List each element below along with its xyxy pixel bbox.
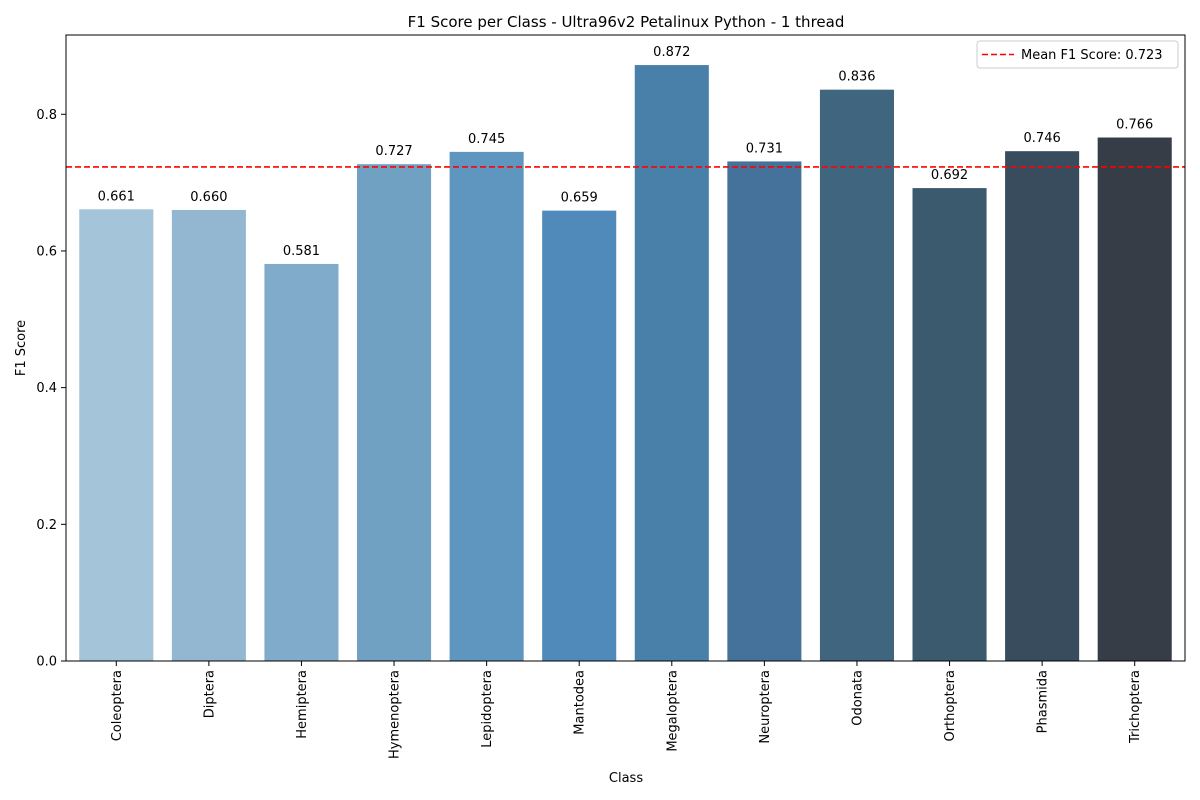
- x-tick-label-lepidoptera: Lepidoptera: [480, 670, 495, 748]
- x-tick-label-neuroptera: Neuroptera: [758, 670, 773, 744]
- plot-frame: [65, 34, 1186, 662]
- y-tick-label-4: 0.8: [36, 108, 57, 123]
- value-label-hemiptera: 0.581: [283, 244, 320, 259]
- value-label-diptera: 0.660: [190, 190, 227, 205]
- y-tick-label-1: 0.2: [36, 518, 57, 533]
- y-tick-label-2: 0.4: [36, 381, 57, 396]
- legend-mean-label: Mean F1 Score: 0.723: [1021, 48, 1163, 63]
- value-label-coleoptera: 0.661: [98, 189, 135, 204]
- x-tick-label-hemiptera: Hemiptera: [295, 670, 310, 739]
- bar-diptera: [171, 209, 246, 661]
- value-label-hymenoptera: 0.727: [375, 144, 412, 159]
- x-tick-label-mantodea: Mantodea: [573, 670, 588, 735]
- x-tick-label-hymenoptera: Hymenoptera: [388, 670, 403, 759]
- y-tick-label-3: 0.6: [36, 244, 57, 259]
- bar-odonata: [819, 89, 894, 661]
- value-label-mantodea: 0.659: [561, 191, 598, 206]
- bar-neuroptera: [727, 161, 802, 662]
- bar-hemiptera: [264, 263, 339, 661]
- y-axis: 0.0 0.2 0.4 0.6 0.8: [36, 108, 66, 670]
- value-label-trichoptera: 0.766: [1116, 118, 1153, 133]
- x-tick-label-trichoptera: Trichoptera: [1128, 670, 1143, 744]
- x-axis: Coleoptera Diptera Hemiptera Hymenoptera Lep…: [110, 661, 1143, 759]
- bar-coleoptera: [79, 209, 154, 661]
- x-tick-label-megaloptera: Megaloptera: [665, 670, 680, 752]
- legend-box: [976, 40, 1179, 69]
- chart-title: F1 Score per Class - Ultra96v2 Petalinux…: [408, 13, 845, 31]
- bar-orthoptera: [912, 188, 987, 662]
- bar-trichoptera: [1097, 137, 1172, 661]
- value-label-megaloptera: 0.872: [653, 45, 690, 60]
- y-tick-label-0: 0.0: [36, 655, 57, 670]
- bar-hymenoptera: [357, 164, 432, 661]
- bar-mantodea: [542, 210, 617, 661]
- bar-lepidoptera: [449, 151, 524, 662]
- value-label-orthoptera: 0.692: [931, 168, 968, 183]
- x-tick-label-odonata: Odonata: [850, 670, 865, 726]
- value-label-odonata: 0.836: [838, 70, 875, 85]
- value-label-lepidoptera: 0.745: [468, 132, 505, 147]
- x-tick-label-orthoptera: Orthoptera: [943, 670, 958, 742]
- bar-phasmida: [1005, 151, 1080, 661]
- bar-megaloptera: [634, 65, 709, 661]
- value-labels-group: 0.661 0.660 0.581 0.727 0.745 0.659 0.872 0.731…: [98, 45, 1154, 259]
- y-axis-label: F1 Score: [14, 320, 29, 376]
- value-label-neuroptera: 0.731: [746, 141, 783, 156]
- legend: Mean F1 Score: 0.723: [976, 40, 1179, 69]
- x-tick-label-diptera: Diptera: [202, 670, 217, 718]
- x-tick-label-phasmida: Phasmida: [1036, 670, 1051, 733]
- x-tick-label-coleoptera: Coleoptera: [110, 670, 125, 741]
- x-axis-label: Class: [609, 771, 643, 786]
- bars-group: [79, 65, 1172, 662]
- value-label-phasmida: 0.746: [1024, 131, 1061, 146]
